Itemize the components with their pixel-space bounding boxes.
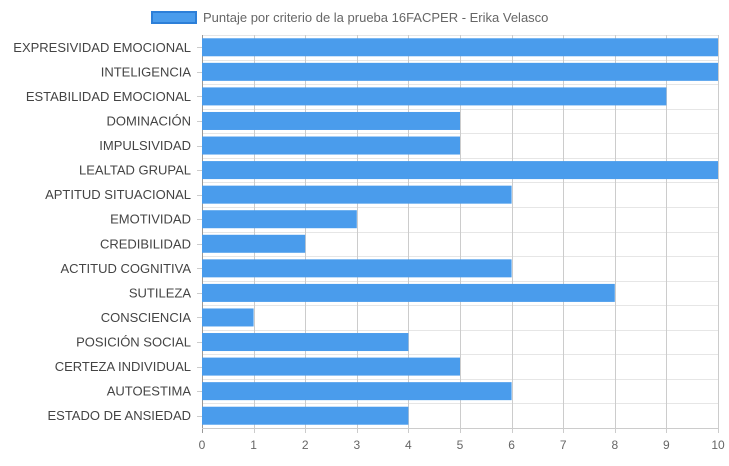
legend-label: Puntaje por criterio de la prueba 16FACP… [203,9,549,25]
category-label: EMOTIVIDAD [110,212,191,227]
category-label: LEALTAD GRUPAL [79,163,191,178]
bar[interactable] [202,185,512,204]
category-label: DOMINACIÓN [107,113,192,128]
bar[interactable] [202,87,667,106]
bar[interactable] [202,357,460,376]
x-tick-label: 1 [250,438,257,452]
category-label: CREDIBILIDAD [100,236,191,251]
category-label: IMPULSIVIDAD [99,138,191,153]
category-label: CONSCIENCIA [101,310,192,325]
x-tick-label: 5 [457,438,464,452]
legend[interactable]: Puntaje por criterio de la prueba 16FACP… [151,8,548,26]
x-tick-label: 2 [302,438,309,452]
x-tick-label: 6 [508,438,515,452]
x-tick-label: 3 [353,438,360,452]
bar[interactable] [202,406,409,425]
category-label: APTITUD SITUACIONAL [45,187,191,202]
category-label: ESTABILIDAD EMOCIONAL [26,89,191,104]
category-label: CERTEZA INDIVIDUAL [55,359,191,374]
x-tick-label: 8 [611,438,618,452]
bar[interactable] [202,382,512,401]
x-tick-label: 7 [560,438,567,452]
category-label: POSICIÓN SOCIAL [76,335,191,350]
category-label: EXPRESIVIDAD EMOCIONAL [13,40,191,55]
x-tick-label: 4 [405,438,412,452]
category-label: ESTADO DE ANSIEDAD [47,408,191,423]
bar[interactable] [202,62,718,81]
category-label: ACTITUD COGNITIVA [61,261,192,276]
bar[interactable] [202,333,409,352]
x-tick-label: 0 [199,438,206,452]
legend-swatch [151,10,197,24]
bar[interactable] [202,259,512,278]
bar[interactable] [202,283,615,302]
bar[interactable] [202,136,460,155]
category-label: INTELIGENCIA [101,64,192,79]
bar[interactable] [202,308,254,327]
category-label: SUTILEZA [129,285,191,300]
bar[interactable] [202,210,357,229]
bar[interactable] [202,38,718,57]
x-tick-label: 10 [711,438,725,452]
category-label: AUTOESTIMA [107,384,192,399]
bar[interactable] [202,161,718,180]
x-tick-label: 9 [663,438,670,452]
bar[interactable] [202,111,460,130]
bar[interactable] [202,234,306,253]
